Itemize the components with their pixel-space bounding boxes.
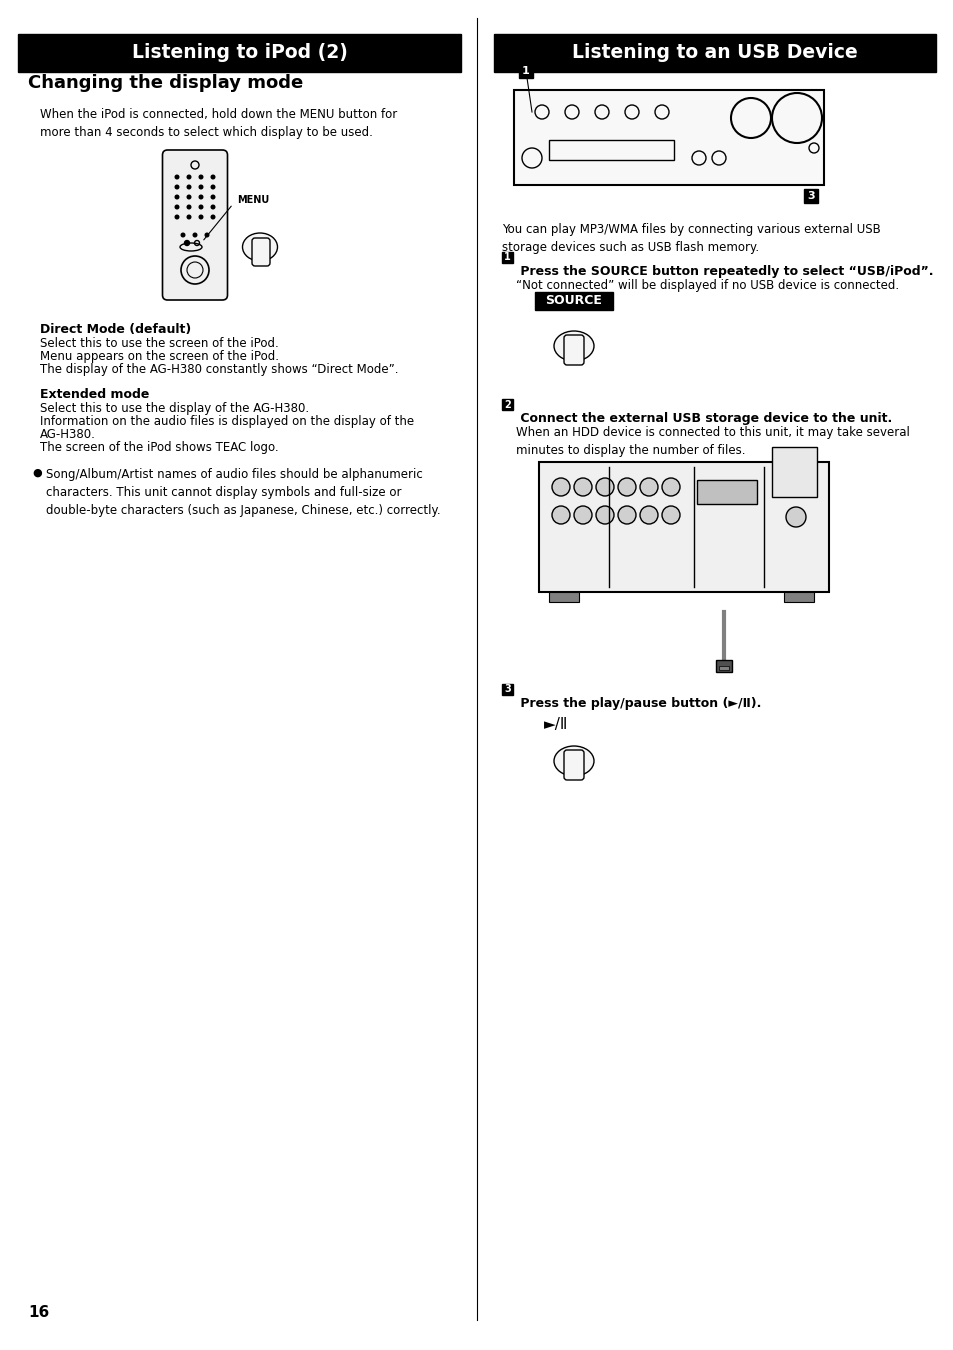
- Text: 16: 16: [28, 1305, 50, 1320]
- Text: Listening to an USB Device: Listening to an USB Device: [572, 43, 857, 62]
- Text: Press the SOURCE button repeatedly to select “USB/iPod”.: Press the SOURCE button repeatedly to se…: [516, 265, 933, 278]
- Text: Select this to use the display of the AG-H380.: Select this to use the display of the AG…: [40, 402, 309, 414]
- Circle shape: [211, 176, 214, 178]
- Circle shape: [181, 234, 185, 236]
- Text: Connect the external USB storage device to the unit.: Connect the external USB storage device …: [516, 412, 891, 425]
- Circle shape: [199, 205, 203, 209]
- Bar: [771, 447, 816, 497]
- Bar: [494, 34, 935, 72]
- Circle shape: [596, 506, 614, 524]
- Text: SOURCE: SOURCE: [545, 294, 601, 308]
- Text: 3: 3: [503, 684, 511, 694]
- Bar: [548, 140, 673, 161]
- Circle shape: [618, 506, 636, 524]
- Circle shape: [596, 478, 614, 495]
- Circle shape: [175, 185, 178, 189]
- Text: 1: 1: [503, 252, 511, 262]
- Circle shape: [175, 176, 178, 178]
- Circle shape: [639, 506, 658, 524]
- Bar: [501, 400, 513, 410]
- Circle shape: [552, 478, 569, 495]
- Ellipse shape: [554, 331, 594, 360]
- Circle shape: [187, 176, 191, 178]
- Circle shape: [187, 196, 191, 198]
- Circle shape: [618, 478, 636, 495]
- Ellipse shape: [242, 234, 277, 261]
- Bar: [501, 684, 513, 695]
- FancyBboxPatch shape: [514, 90, 823, 185]
- Text: “Not connected” will be displayed if no USB device is connected.: “Not connected” will be displayed if no …: [516, 279, 898, 292]
- FancyBboxPatch shape: [563, 751, 583, 780]
- Circle shape: [187, 185, 191, 189]
- Circle shape: [661, 478, 679, 495]
- Circle shape: [193, 234, 196, 236]
- Circle shape: [184, 240, 190, 246]
- Text: Press the play/pause button (►/Ⅱ).: Press the play/pause button (►/Ⅱ).: [516, 697, 760, 710]
- Circle shape: [211, 185, 214, 189]
- Circle shape: [639, 478, 658, 495]
- Text: Changing the display mode: Changing the display mode: [28, 74, 303, 92]
- Circle shape: [199, 176, 203, 178]
- Text: ►/Ⅱ: ►/Ⅱ: [543, 717, 568, 732]
- Bar: [719, 666, 728, 670]
- Text: ●: ●: [32, 468, 42, 478]
- Circle shape: [175, 205, 178, 209]
- Circle shape: [661, 506, 679, 524]
- Text: AG-H380.: AG-H380.: [40, 428, 95, 441]
- Bar: [697, 481, 757, 504]
- Bar: [803, 189, 817, 202]
- Text: 3: 3: [806, 190, 814, 201]
- Circle shape: [205, 234, 209, 236]
- Bar: [518, 63, 533, 78]
- Text: Information on the audio files is displayed on the display of the: Information on the audio files is displa…: [40, 414, 414, 428]
- FancyBboxPatch shape: [563, 335, 583, 365]
- FancyBboxPatch shape: [538, 462, 828, 593]
- Circle shape: [187, 215, 191, 219]
- Bar: [783, 593, 813, 602]
- FancyBboxPatch shape: [162, 150, 227, 300]
- Text: 1: 1: [521, 66, 529, 76]
- Circle shape: [199, 215, 203, 219]
- Text: The display of the AG-H380 constantly shows “Direct Mode”.: The display of the AG-H380 constantly sh…: [40, 363, 398, 377]
- Text: MENU: MENU: [236, 194, 269, 205]
- Text: When the iPod is connected, hold down the MENU button for
more than 4 seconds to: When the iPod is connected, hold down th…: [40, 108, 396, 139]
- Ellipse shape: [554, 747, 594, 776]
- Text: Menu appears on the screen of the iPod.: Menu appears on the screen of the iPod.: [40, 350, 278, 363]
- Circle shape: [552, 506, 569, 524]
- FancyBboxPatch shape: [252, 238, 270, 266]
- Text: Select this to use the screen of the iPod.: Select this to use the screen of the iPo…: [40, 338, 278, 350]
- Circle shape: [199, 196, 203, 198]
- FancyBboxPatch shape: [535, 292, 613, 311]
- Circle shape: [574, 506, 592, 524]
- Circle shape: [211, 215, 214, 219]
- Text: Direct Mode (default): Direct Mode (default): [40, 323, 191, 336]
- Text: 2: 2: [503, 400, 511, 409]
- Circle shape: [785, 508, 805, 526]
- Text: Song/Album/Artist names of audio files should be alphanumeric
characters. This u: Song/Album/Artist names of audio files s…: [46, 468, 440, 517]
- Text: The screen of the iPod shows TEAC logo.: The screen of the iPod shows TEAC logo.: [40, 441, 278, 454]
- Circle shape: [199, 185, 203, 189]
- Text: You can play MP3/WMA files by connecting various external USB
storage devices su: You can play MP3/WMA files by connecting…: [501, 223, 880, 254]
- Circle shape: [187, 205, 191, 209]
- Circle shape: [574, 478, 592, 495]
- Text: Listening to iPod (2): Listening to iPod (2): [132, 43, 347, 62]
- Bar: [18, 34, 460, 72]
- Circle shape: [175, 215, 178, 219]
- Circle shape: [175, 196, 178, 198]
- Bar: [548, 593, 578, 602]
- Text: When an HDD device is connected to this unit, it may take several
minutes to dis: When an HDD device is connected to this …: [516, 427, 909, 458]
- Circle shape: [211, 205, 214, 209]
- Bar: [716, 660, 731, 672]
- Bar: [501, 252, 513, 263]
- Circle shape: [211, 196, 214, 198]
- Text: Extended mode: Extended mode: [40, 387, 150, 401]
